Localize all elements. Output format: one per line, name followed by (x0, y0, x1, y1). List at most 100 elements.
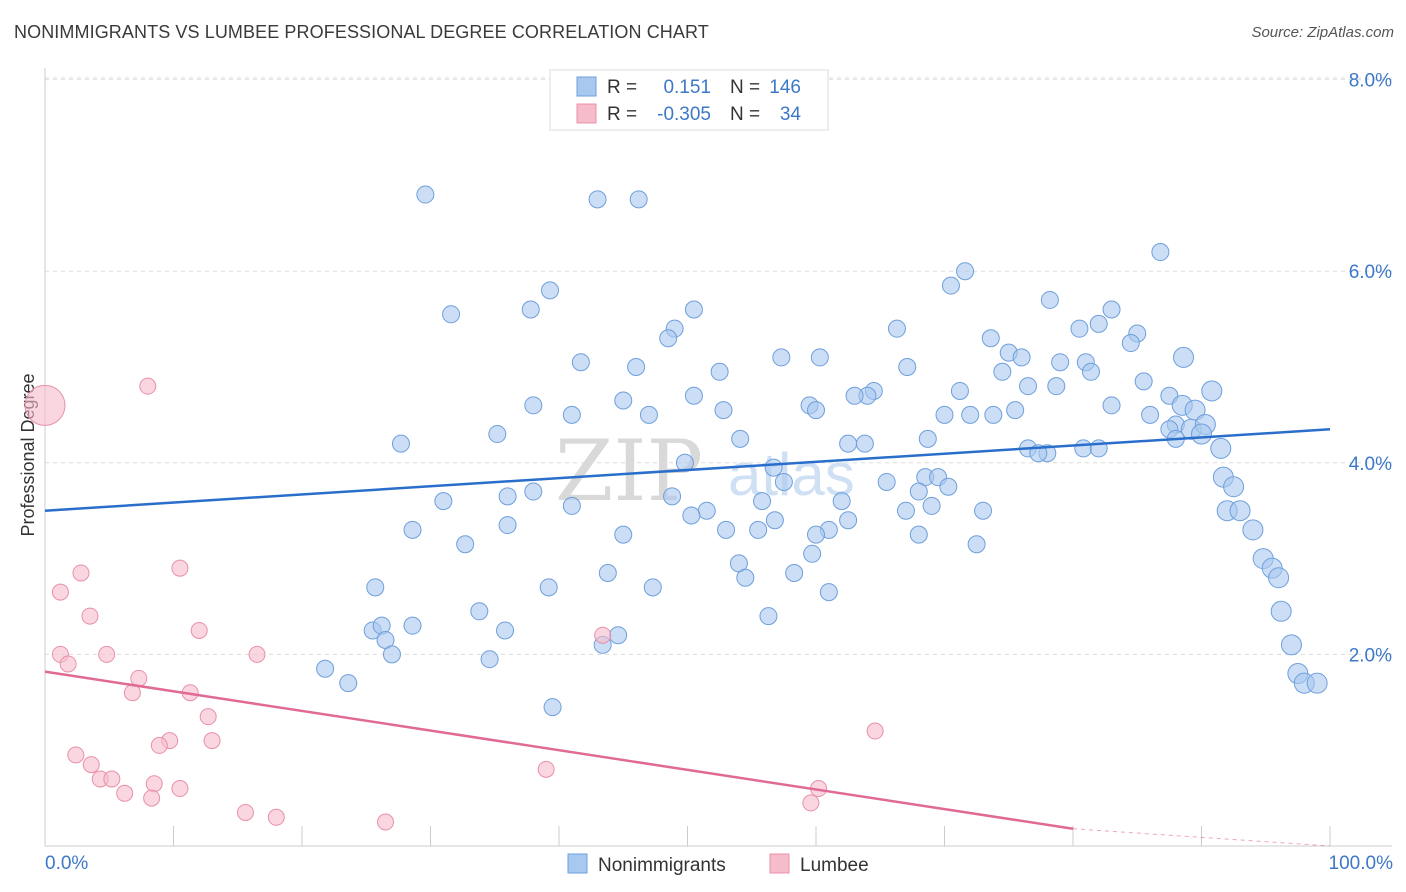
nonimmigrants-point-136 (382, 645, 401, 664)
y-tick-label-0: 2.0% (1349, 645, 1392, 666)
nonimmigrants-point-143 (1306, 672, 1328, 694)
nonimmigrants-point-63 (1191, 423, 1212, 445)
nonimmigrants-point-127 (759, 607, 778, 626)
nonimmigrants-point-94 (896, 501, 915, 520)
nonimmigrants-point-112 (967, 535, 986, 554)
nonimmigrants-point-22 (1012, 348, 1031, 367)
nonimmigrants-point-12 (684, 300, 703, 319)
lumbee-point-6 (190, 621, 208, 639)
nonimmigrants-point-139 (1280, 634, 1302, 656)
legend-r-value-2: -0.305 (657, 104, 711, 125)
nonimmigrants-point-107 (403, 520, 422, 539)
nonimmigrants-point-51 (684, 386, 703, 405)
nonimmigrants-point-48 (984, 405, 1003, 424)
lumbee-point-7 (248, 645, 266, 663)
nonimmigrants-point-114 (803, 544, 822, 563)
nonimmigrants-point-120 (736, 568, 755, 587)
nonimmigrants-point-15 (887, 319, 906, 338)
lumbee-trend-extension (1072, 828, 1331, 847)
nonimmigrants-point-90 (753, 492, 772, 511)
nonimmigrants-point-36 (1047, 377, 1066, 396)
lumbee-point-33 (802, 794, 820, 812)
nonimmigrants-point-9 (1102, 300, 1121, 319)
nonimmigrants-point-70 (488, 425, 507, 444)
nonimmigrants-point-20 (1121, 334, 1140, 353)
nonimmigrants-point-89 (663, 487, 682, 506)
legend-swatch-lumbee (576, 103, 597, 124)
source-credit: Source: ZipAtlas.com (1251, 24, 1394, 41)
lumbee-point-31 (866, 722, 884, 740)
nonimmigrants-point-19 (981, 329, 1000, 348)
nonimmigrants-point-110 (456, 535, 475, 554)
nonimmigrants-point-88 (498, 487, 517, 506)
legend-r-value-1: 0.151 (663, 77, 711, 98)
nonimmigrants-point-47 (1006, 401, 1025, 420)
nonimmigrants-point-65 (1210, 437, 1232, 459)
chart-title: NONIMMIGRANTS VS LUMBEE PROFESSIONAL DEG… (14, 22, 709, 42)
lumbee-point-10 (98, 645, 116, 663)
nonimmigrants-point-58 (807, 401, 825, 420)
nonimmigrants-point-142 (339, 674, 358, 693)
nonimmigrants-point-57 (639, 405, 658, 424)
nonimmigrants-point-3 (629, 190, 648, 209)
nonimmigrants-point-84 (909, 482, 928, 501)
lumbee-point-15 (203, 732, 221, 750)
nonimmigrants-point-35 (1019, 377, 1038, 396)
nonimmigrants-point-30 (898, 358, 917, 376)
lumbee-point-9 (59, 655, 77, 673)
nonimmigrants-point-75 (1074, 439, 1093, 458)
bottom-legend-label-nonimmigrants: Nonimmigrants (598, 855, 726, 876)
nonimmigrants-point-5 (956, 262, 975, 281)
nonimmigrants-point-129 (403, 616, 422, 635)
nonimmigrants-point-101 (765, 511, 784, 530)
legend-swatch-nonimmigrants (576, 76, 597, 97)
nonimmigrants-point-144 (543, 698, 562, 717)
nonimmigrants-point-16 (1070, 319, 1089, 338)
nonimmigrants-point-137 (480, 650, 499, 669)
nonimmigrants-point-52 (614, 391, 633, 410)
lumbee-point-2 (51, 583, 69, 601)
nonimmigrants-point-50 (961, 405, 980, 424)
nonimmigrants-point-133 (609, 626, 628, 645)
nonimmigrants-point-26 (571, 353, 590, 372)
legend: R = 0.151 N = 146 R = -0.305 N = 34 (549, 69, 829, 131)
nonimmigrants-point-29 (810, 348, 829, 367)
nonimmigrants-point-1 (416, 185, 435, 204)
nonimmigrants-point-42 (845, 386, 864, 405)
legend-n-value-1: 146 (769, 77, 801, 98)
nonimmigrants-point-69 (731, 429, 750, 448)
nonimmigrants-point-43 (950, 381, 969, 400)
nonimmigrants-point-109 (807, 525, 825, 544)
lumbee-point-3 (72, 564, 90, 582)
lumbee-point-24 (171, 780, 189, 798)
nonimmigrants-point-34 (1134, 372, 1153, 391)
nonimmigrants-point-118 (785, 563, 804, 582)
y-tick-labels: 2.0% 4.0% 6.0% 8.0% (1349, 71, 1392, 667)
nonimmigrants-point-54 (714, 401, 733, 420)
nonimmigrants-point-10 (442, 305, 461, 324)
nonimmigrants-point-83 (939, 477, 958, 496)
nonimmigrants-point-106 (749, 520, 768, 539)
y-tick-label-3: 8.0% (1349, 71, 1392, 92)
nonimmigrants-point-32 (1081, 362, 1100, 381)
bottom-legend-swatch-lumbee (769, 853, 790, 874)
lumbee-point-28 (377, 813, 395, 831)
nonimmigrants-point-124 (643, 578, 662, 597)
lumbee-point-29 (594, 626, 612, 644)
nonimmigrants-point-68 (839, 434, 858, 453)
lumbee-point-14 (199, 708, 217, 726)
nonimmigrants-point-85 (877, 472, 896, 491)
nonimmigrants-point-8 (1040, 290, 1059, 309)
nonimmigrants-point-121 (1268, 567, 1290, 589)
nonimmigrants-point-67 (855, 434, 874, 453)
nonimmigrants-point-132 (496, 621, 515, 640)
nonimmigrants-point-96 (1229, 500, 1251, 522)
lumbee-point-22 (116, 784, 134, 802)
nonimmigrants-point-27 (627, 358, 646, 376)
lumbee-point-26 (236, 803, 254, 821)
nonimmigrants-point-111 (909, 525, 928, 544)
watermark-atlas: atlas (728, 441, 855, 508)
nonimmigrants-point-53 (524, 396, 543, 415)
nonimmigrants-point-93 (974, 501, 993, 520)
